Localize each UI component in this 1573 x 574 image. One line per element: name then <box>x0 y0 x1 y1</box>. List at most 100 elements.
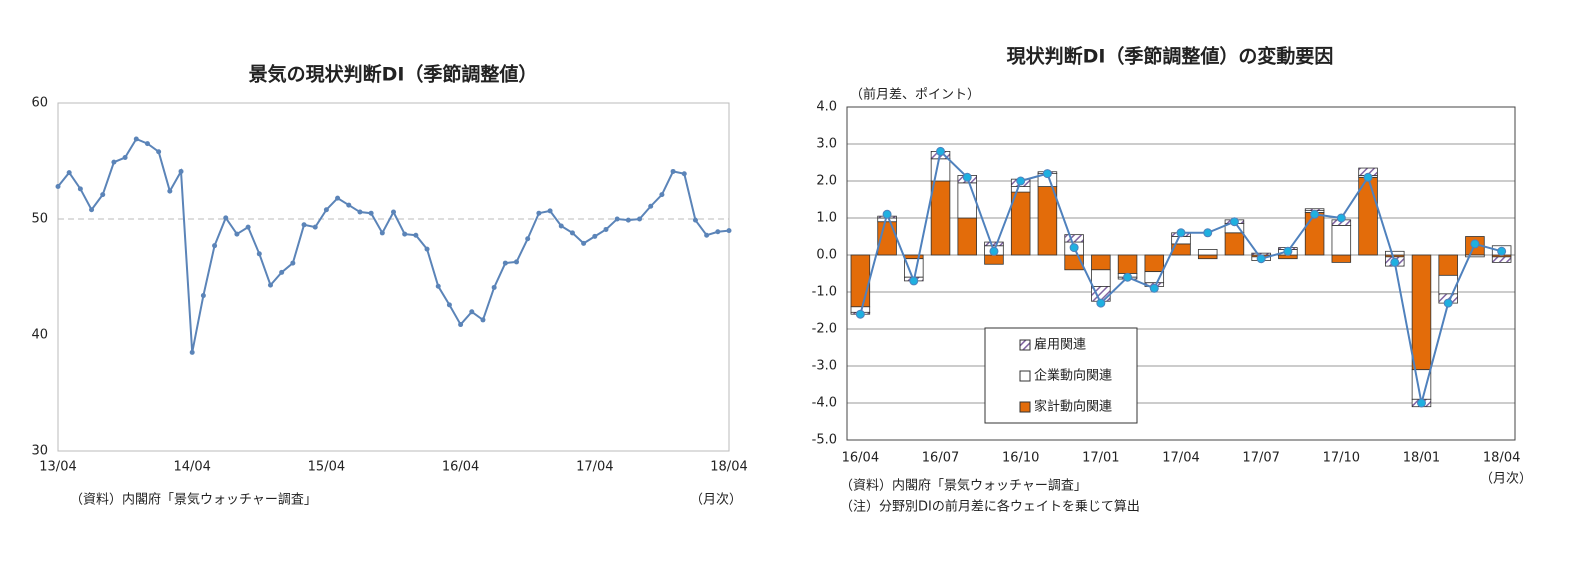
x-tick-label: 14/04 <box>173 460 210 475</box>
y-tick-label: -1.0 <box>812 285 837 300</box>
bar-segment <box>1438 254 1458 276</box>
marker <box>603 226 609 232</box>
marker <box>77 186 83 192</box>
marker <box>637 216 643 222</box>
marker <box>1176 228 1186 238</box>
bar-segment <box>1010 191 1031 256</box>
bar-segment <box>984 241 1004 247</box>
x-tick-label: 16/04 <box>442 460 479 475</box>
marker <box>55 184 61 190</box>
bar-segment <box>930 158 951 182</box>
bar-segment <box>1037 186 1058 256</box>
marker <box>1283 246 1293 256</box>
marker <box>368 210 374 216</box>
marker <box>989 246 999 256</box>
marker <box>569 230 575 236</box>
marker <box>402 231 408 237</box>
chart-title: 景気の現状判断DI（季節調整値） <box>249 63 538 86</box>
marker <box>692 217 698 223</box>
bar-segment <box>904 254 924 260</box>
marker <box>1256 254 1266 264</box>
marker <box>536 210 542 216</box>
marker <box>1390 257 1400 267</box>
marker <box>144 141 150 147</box>
legend-box <box>984 327 1138 424</box>
y-tick-label: 0.0 <box>816 248 837 263</box>
marker <box>1149 283 1159 293</box>
x-tick-label: 17/01 <box>1082 451 1119 466</box>
marker <box>290 260 296 266</box>
marker <box>424 246 430 252</box>
marker <box>391 209 396 215</box>
marker <box>1229 217 1239 227</box>
marker <box>909 276 919 286</box>
marker <box>855 309 865 319</box>
marker <box>312 224 318 230</box>
legend-label: 家計動向関連 <box>1034 399 1112 415</box>
line <box>859 149 1502 404</box>
bar-segment <box>984 254 1004 265</box>
bar-segment <box>1010 186 1031 193</box>
bar-segment <box>957 217 977 256</box>
line <box>57 137 730 353</box>
x-tick-label: 18/04 <box>1483 451 1520 466</box>
marker <box>648 203 654 209</box>
marker <box>514 259 520 265</box>
x-tick-label: 17/04 <box>576 460 613 475</box>
bar-segment <box>1304 212 1325 256</box>
marker <box>178 168 184 174</box>
bar-segment <box>1197 254 1218 260</box>
marker <box>1096 298 1106 308</box>
bar-segment <box>957 182 977 219</box>
marker <box>681 171 687 177</box>
marker <box>469 309 475 315</box>
chart-title: 現状判断DI（季節調整値）の変動要因 <box>1007 45 1334 68</box>
marker <box>625 217 631 223</box>
marker <box>547 208 553 214</box>
y-tick-label: 30 <box>31 444 48 459</box>
marker <box>267 282 273 288</box>
marker <box>936 146 946 156</box>
bar-segment <box>1438 274 1458 295</box>
marker <box>458 322 464 328</box>
y-tick-label: 60 <box>31 96 48 111</box>
bar-segment <box>1091 269 1111 287</box>
x-tick-label: 17/10 <box>1323 451 1360 466</box>
marker <box>279 269 285 275</box>
marker <box>558 223 564 229</box>
x-unit: （月次） <box>690 492 742 508</box>
legend-swatch <box>1019 370 1031 382</box>
source: （資料）内閣府「景気ウォッチャー調査」 <box>840 478 1087 494</box>
bar-segment <box>1064 234 1084 243</box>
x-tick-label: 18/04 <box>710 460 747 475</box>
marker <box>1336 213 1346 223</box>
bar-segment <box>1411 254 1432 371</box>
marker <box>122 155 128 161</box>
legend-label: 雇用関連 <box>1034 337 1086 353</box>
marker <box>446 302 452 308</box>
marker <box>491 284 497 290</box>
bar-segment <box>1171 236 1191 245</box>
bar-segment <box>1224 232 1245 256</box>
x-tick-label: 16/10 <box>1002 451 1039 466</box>
note: （注）分野別DIの前月差に各ウェイトを乗じて算出 <box>840 499 1140 515</box>
y-tick-label: -2.0 <box>812 322 837 337</box>
bar-segment <box>1144 254 1165 273</box>
marker <box>1497 246 1507 256</box>
marker <box>726 228 732 234</box>
bar-segment <box>1491 256 1512 263</box>
bar-segment <box>1091 254 1111 271</box>
marker <box>357 209 363 215</box>
bar-segment <box>1465 254 1485 258</box>
legend-swatch <box>1019 339 1031 351</box>
marker <box>1470 239 1480 249</box>
y-tick-label: 50 <box>31 212 48 227</box>
marker <box>592 233 598 239</box>
y-label: （前月差、ポイント） <box>850 87 980 103</box>
x-tick-label: 15/04 <box>308 460 345 475</box>
marker <box>379 230 385 236</box>
y-tick-label: -5.0 <box>812 433 837 448</box>
marker <box>200 293 206 299</box>
x-tick-label: 17/07 <box>1242 451 1279 466</box>
marker <box>111 159 117 165</box>
